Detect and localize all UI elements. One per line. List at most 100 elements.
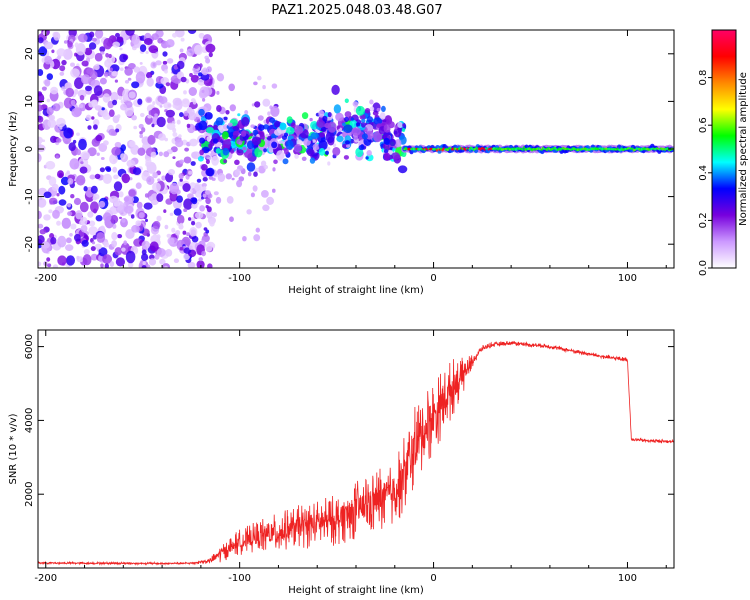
heatmap-cell (291, 122, 296, 129)
x-tick-label: 0 (430, 273, 436, 284)
heatmap-cell (284, 148, 289, 155)
heatmap-cell (376, 107, 381, 112)
colorbar-label: Normalized spectral amplitude (738, 72, 749, 226)
heatmap-cell (169, 212, 174, 216)
heatmap-cell (179, 48, 184, 53)
heatmap-cell (67, 211, 73, 216)
heatmap-cell (137, 147, 146, 156)
heatmap-cell (38, 104, 43, 112)
heatmap-cell (165, 249, 173, 257)
heatmap-cell (325, 131, 335, 143)
heatmap-cell (89, 31, 95, 38)
heatmap-cell (52, 209, 60, 219)
heatmap-cell (125, 229, 135, 239)
x-tick-label: -200 (34, 273, 57, 284)
heatmap-cell (164, 224, 169, 230)
heatmap-cell (199, 137, 206, 144)
heatmap-cell (108, 109, 115, 117)
heatmap-cell (173, 258, 179, 264)
heatmap-cell (109, 67, 113, 72)
heatmap-cell (41, 86, 47, 91)
heatmap-cell (183, 90, 187, 95)
heatmap-cell (39, 197, 43, 201)
heatmap-cell (114, 79, 118, 83)
heatmap-cell (46, 106, 54, 116)
heatmap-cell (318, 139, 328, 151)
heatmap-cell (274, 120, 281, 128)
heatmap-cell (166, 122, 176, 130)
heatmap-cell (91, 241, 96, 245)
snr-y-ticks: 2000 4000 6000 (24, 334, 674, 507)
heatmap-cell (272, 188, 276, 193)
heatmap-cell (95, 134, 103, 142)
heatmap-cell (272, 167, 276, 172)
heatmap-cell (244, 110, 249, 115)
heatmap-cell (240, 130, 247, 137)
heatmap-cell (51, 183, 59, 192)
snr-y-axis-label: SNR (10 * v/v) (8, 413, 19, 484)
heatmap-cell (90, 201, 99, 213)
heatmap-cell (301, 112, 309, 120)
heatmap-cell (110, 214, 119, 224)
heatmap-cell (114, 247, 123, 256)
heatmap-cell (306, 148, 315, 157)
heatmap-cell (207, 263, 213, 268)
heatmap-cell (190, 229, 196, 236)
heatmap-cell (145, 96, 153, 104)
heatmap-cell (120, 144, 127, 152)
heatmap-cell (193, 69, 199, 75)
heatmap-cell (38, 235, 45, 245)
heatmap-cell (111, 240, 117, 248)
heatmap-cell (216, 105, 222, 112)
y-tick-label: 0 (24, 146, 35, 152)
heatmap-cell (93, 85, 103, 96)
heatmap-cell (157, 178, 161, 182)
heatmap-cell (179, 178, 183, 182)
heatmap-cell (123, 240, 128, 246)
heatmap-cell (112, 166, 118, 173)
heatmap-cell (38, 197, 47, 208)
heatmap-cell (38, 223, 44, 229)
heatmap-cell (120, 153, 126, 160)
heatmap-cell (79, 166, 88, 174)
heatmap-cell (238, 141, 242, 145)
heatmap-cell (145, 218, 148, 223)
heatmap-cell (202, 193, 207, 198)
heatmap-cell (252, 185, 258, 192)
heatmap-cell (166, 233, 172, 238)
heatmap-cell (189, 138, 198, 147)
heatmap-cell (205, 243, 213, 252)
heatmap-cell (167, 44, 171, 48)
heatmap-cell (204, 112, 213, 120)
heatmap-cell (207, 193, 213, 199)
heatmap-cell (342, 122, 346, 127)
heatmap-cell (322, 115, 328, 122)
heatmap-cell (332, 147, 341, 156)
heatmap-cell (366, 116, 374, 123)
heatmap-x-ticks: -200 -100 0 100 (34, 30, 667, 284)
heatmap-cell (397, 122, 403, 128)
heatmap-y-axis-label: Frequency (Hz) (8, 111, 19, 187)
heatmap-cell (93, 64, 100, 71)
heatmap-cell (164, 69, 168, 74)
heatmap-cell (94, 173, 101, 180)
heatmap-cell (194, 44, 203, 56)
heatmap-cell (125, 30, 135, 36)
heatmap-cell (319, 132, 325, 138)
heatmap-cell (316, 118, 325, 128)
heatmap-cell (172, 132, 178, 137)
heatmap-cell (100, 263, 104, 268)
heatmap-cell (156, 193, 164, 203)
heatmap-cell (121, 247, 126, 252)
heatmap-cell (201, 250, 207, 257)
snr-x-axis-label: Height of straight line (km) (288, 585, 424, 596)
heatmap-cell (191, 202, 198, 209)
heatmap-cell (152, 172, 158, 179)
heatmap-cell (119, 47, 123, 51)
y-tick-label: 4000 (24, 408, 35, 433)
heatmap-cell (196, 260, 205, 268)
heatmap-cell (59, 71, 65, 76)
heatmap-cell (253, 81, 258, 86)
heatmap-cell (61, 59, 67, 66)
heatmap-cell (255, 227, 260, 233)
